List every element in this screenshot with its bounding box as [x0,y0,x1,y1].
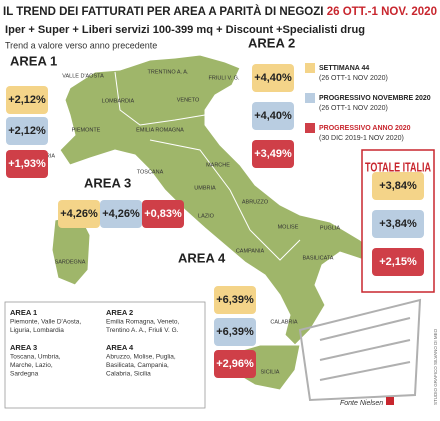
key-line: Toscana, Umbria, [10,354,61,361]
cart-frame [298,298,422,402]
region-label: PUGLIA [320,225,341,231]
title-date: 26 OTT.-1 NOV. 2020 [327,4,438,18]
region-label: CAMPANIA [236,248,265,254]
badge-value: +6,39% [216,326,254,338]
key-line: Sardegna [10,371,39,378]
legend-label: PROGRESSIVO ANNO 2020 [319,125,411,132]
region-label: LAZIO [198,213,215,219]
badge-value: +3,84% [379,218,417,230]
region-label: SARDEGNA [55,259,86,265]
area-label: AREA 2 [248,35,295,50]
badges: TOTALE ITALIA +3,84% +3,84% +2,15% AREA 1 +2,… [6,35,431,378]
key-area: AREA 2 [106,308,133,317]
border [114,71,206,126]
legend: SETTIMANA 44 (26 OTT-1 NOV 2020) PROGRESSI… [305,63,431,142]
region-label: EMILIA ROMAGNA [136,127,184,133]
key-area: AREA 4 [106,343,134,352]
badge-box [372,210,424,238]
badge-box [214,318,256,346]
region-label: TOSCANA [137,169,164,175]
region-label: MOLISE [278,224,299,230]
badge-value: +6,39% [216,294,254,306]
area-label: AREA 4 [178,250,226,265]
badge-box [214,350,256,378]
badge-value: +2,15% [379,256,417,268]
key-line: Piemonte, Valle D'Aosta, [10,319,81,326]
area-label: AREA 1 [10,53,57,68]
badge-box [372,248,424,276]
badge-box [252,102,294,130]
key-line: Marche, Lazio, [10,362,53,369]
key-line: Trentino A. A., Friuli V. G. [106,327,179,334]
key-line: Liguria, Lombardia [10,327,64,334]
key-box [4,301,206,409]
cart [298,298,422,402]
border [149,139,301,261]
key: AREA 1 Piemonte, Valle D'Aosta,Liguria, L… [10,308,180,378]
cart-grid [319,317,411,381]
region-label: TRENTINO A. A. [148,69,189,75]
key-line: Basilicata, Campania, [106,362,169,369]
badge-box [100,200,142,228]
region-label: FRIULI V. G. [209,75,240,81]
badge-value: +2,12% [8,125,46,137]
title: IL TREND DEI FATTURATI PER AREA A PARITÀ… [3,3,437,18]
badge-value: +4,40% [254,72,292,84]
badge-box [58,200,100,228]
region-label: CALABRIA [270,319,298,325]
legend-label: SETTIMANA 44 [319,65,369,72]
region-label: PIEMONTE [72,127,101,133]
badge-box [6,117,48,145]
badge-box [252,140,294,168]
badge-value: +4,26% [60,208,98,220]
badge-box [6,86,48,114]
region-label: ABRUZZO [242,199,269,205]
area-label: AREA 3 [84,175,131,190]
region-label: UMBRIA [194,185,216,191]
region-label: BASILICATA [303,255,334,261]
credit: STUDIO GRAFICO SILVANO DI MEO [433,328,438,405]
region-label: MARCHE [206,162,230,168]
badge-box [252,64,294,92]
legend-swatch [305,93,315,103]
badge-value: +3,49% [254,148,292,160]
badge-value: +4,26% [102,208,140,220]
region-label: VENETO [177,97,200,103]
key-area: AREA 1 [10,308,37,317]
legend-period: (30 DIC 2019-1 NOV 2020) [319,135,404,142]
legend-swatch [305,123,315,133]
legend-period: (26 OTT-1 NOV 2020) [319,75,388,82]
key-area: AREA 3 [10,343,37,352]
region-labels: VALLE D'AOSTA TRENTINO A. A. FRIULI V. G. L… [33,69,340,375]
region-label: SICILIA [261,369,280,375]
legend-swatch [305,63,315,73]
map [51,54,396,391]
badge-value: +4,40% [254,110,292,122]
badge-value: +0,83% [144,208,182,220]
badge-value: +1,93% [8,158,46,170]
badge-box [6,150,48,178]
badge-box [214,286,256,314]
note: Trend a valore verso anno precedente [5,40,157,50]
region-label: VALLE D'AOSTA [62,73,104,79]
title-text: IL TREND DEI FATTURATI PER AREA A PARITÀ… [3,3,323,18]
subtitle: Iper + Super + Liberi servizi 100-399 mq… [5,24,365,36]
badge-value: +3,84% [379,180,417,192]
total-title: TOTALE ITALIA [365,159,431,174]
key-line: Emilia Romagna, Veneto, [106,319,180,326]
source: Fonte Nielsen [340,400,383,407]
key-line: Abruzzo, Molise, Puglia, [106,354,176,361]
key-line: Calabria, Sicilia [106,371,151,378]
badge-value: +2,96% [216,358,254,370]
badge-box [142,200,184,228]
region-label: LOMBARDIA [102,98,135,104]
legend-label: PROGRESSIVO NOVEMBRE 2020 [319,95,431,102]
italy-mainland [59,54,396,346]
badge-value: +2,12% [8,94,46,106]
logo [386,397,394,405]
legend-period: (26 OTT-1 NOV 2020) [319,105,388,112]
badge-box [372,172,424,200]
